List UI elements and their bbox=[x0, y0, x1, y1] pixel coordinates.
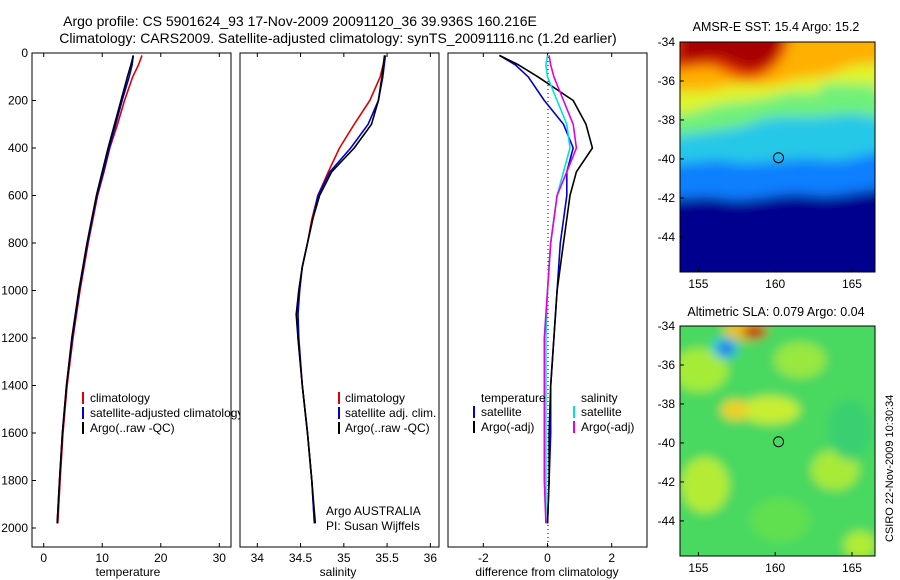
x-tick-label: -2 bbox=[478, 551, 489, 565]
figure-title-line2: Climatology: CARS2009. Satellite-adjuste… bbox=[59, 30, 616, 46]
temperature-legend: climatology satellite-adjusted climatolo… bbox=[82, 391, 243, 435]
legend-label-satellite: satellite-adjusted climatology bbox=[90, 406, 243, 420]
map-x-tick-label: 160 bbox=[765, 561, 785, 575]
y-tick-label: 200 bbox=[8, 94, 28, 108]
x-tick-label: 36 bbox=[424, 551, 438, 565]
map-x-tick-label: 165 bbox=[842, 561, 862, 575]
map-y-tick-label: -40 bbox=[658, 436, 676, 450]
salinity-legend: climatology satellite adj. clim. Argo(..… bbox=[338, 391, 436, 435]
legend-label-satellite: satellite adj. clim. bbox=[345, 406, 436, 420]
sst-field bbox=[680, 42, 875, 272]
difference-panel: -2 0 2 difference from climatology tempera… bbox=[447, 52, 648, 579]
map-y-tick-label: -34 bbox=[658, 319, 676, 333]
y-tick-label: 800 bbox=[8, 236, 28, 250]
x-tick-label: 35 bbox=[337, 551, 351, 565]
depth-ticks: 0 200 400 600 800 1000 1200 1400 1600 1800 2000 bbox=[1, 46, 36, 535]
y-tick-label: 0 bbox=[21, 46, 28, 60]
x-tick-label: 20 bbox=[154, 551, 168, 565]
argo-location-marker bbox=[773, 152, 785, 164]
series-line-salinity-argo-adj- bbox=[543, 55, 578, 524]
sst-map-panel: AMSR-E SST: 15.4 Argo: 15.2 155 160 165 -34… bbox=[658, 20, 876, 291]
sst-map-ticks: 155 160 165 -34 -36 -38 -40 -42 -44 bbox=[658, 35, 863, 291]
x-tick-label: 0 bbox=[40, 551, 47, 565]
map-y-tick-label: -44 bbox=[658, 514, 676, 528]
temperature-xlabel: temperature bbox=[96, 565, 161, 579]
legend-label-climatology: climatology bbox=[345, 391, 405, 405]
legend-label-sal-satellite: satellite bbox=[581, 405, 622, 419]
temperature-axes-box bbox=[31, 52, 232, 548]
difference-lines bbox=[498, 54, 594, 524]
legend-label-temp-satellite: satellite bbox=[481, 405, 522, 419]
x-tick-label: 34.5 bbox=[289, 551, 313, 565]
legend-title-salinity: salinity bbox=[581, 391, 618, 405]
csiro-timestamp: CSIRO 22-Nov-2009 10:30:34 bbox=[884, 395, 896, 542]
legend-label-sal-argo: Argo(-adj) bbox=[581, 420, 634, 434]
map-y-tick-label: -36 bbox=[658, 358, 676, 372]
x-tick-label: 35.5 bbox=[375, 551, 399, 565]
x-tick-label: 10 bbox=[96, 551, 110, 565]
sst-map-frame bbox=[679, 41, 876, 273]
legend-title-temperature: temperature bbox=[481, 391, 546, 405]
difference-xlabel: difference from climatology bbox=[475, 565, 618, 579]
sla-map-frame bbox=[679, 325, 876, 557]
map-x-tick-label: 155 bbox=[688, 561, 708, 575]
series-line-argo-raw-qc- bbox=[295, 55, 386, 524]
map-y-tick-label: -40 bbox=[658, 152, 676, 166]
map-y-tick-label: -44 bbox=[658, 230, 676, 244]
salinity-axes-box bbox=[239, 52, 440, 548]
map-x-tick-label: 160 bbox=[765, 277, 785, 291]
map-y-tick-label: -42 bbox=[658, 475, 676, 489]
argo-program-label: Argo AUSTRALIA bbox=[326, 504, 421, 518]
series-line-argo-raw-qc- bbox=[56, 55, 135, 524]
salinity-x-ticks: 34 34.5 35 35.5 36 bbox=[251, 53, 438, 565]
map-y-tick-label: -38 bbox=[658, 113, 676, 127]
legend-label-argo: Argo(..raw -QC) bbox=[345, 421, 430, 435]
y-tick-label: 1000 bbox=[1, 284, 28, 298]
sla-map-ticks: 155 160 165 -34 -36 -38 -40 -42 -44 bbox=[658, 319, 863, 575]
y-tick-label: 400 bbox=[8, 141, 28, 155]
temperature-panel: 0 200 400 600 800 1000 1200 1400 1600 1800 2000 0 1… bbox=[1, 46, 243, 579]
series-line-temperature-argo-adj- bbox=[499, 54, 594, 524]
temperature-lines bbox=[56, 55, 143, 524]
legend-label-climatology: climatology bbox=[90, 391, 150, 405]
sla-field bbox=[680, 326, 875, 556]
sla-map-panel: Altimetric SLA: 0.079 Argo: 0.04 155 160 1… bbox=[658, 305, 876, 575]
x-tick-label: 30 bbox=[213, 551, 227, 565]
map-y-tick-label: -38 bbox=[658, 397, 676, 411]
y-tick-label: 2000 bbox=[1, 521, 28, 535]
y-tick-label: 600 bbox=[8, 189, 28, 203]
x-tick-label: 34 bbox=[251, 551, 265, 565]
map-x-tick-label: 165 bbox=[842, 277, 862, 291]
map-y-tick-label: -34 bbox=[658, 35, 676, 49]
sst-map-title: AMSR-E SST: 15.4 Argo: 15.2 bbox=[693, 20, 860, 34]
map-y-tick-label: -42 bbox=[658, 191, 676, 205]
map-y-tick-label: -36 bbox=[658, 74, 676, 88]
y-tick-label: 1400 bbox=[1, 379, 28, 393]
series-line-temperature-satellite bbox=[498, 54, 575, 524]
salinity-panel: 34 34.5 35 35.5 36 salinity climatology sate… bbox=[239, 52, 440, 579]
difference-legend: temperature salinity satellite Argo(-adj… bbox=[473, 391, 634, 434]
x-tick-label: 2 bbox=[608, 551, 615, 565]
salinity-xlabel: salinity bbox=[320, 565, 357, 579]
temperature-x-ticks: 0 10 20 30 bbox=[40, 53, 226, 565]
y-tick-label: 1200 bbox=[1, 331, 28, 345]
map-x-tick-label: 155 bbox=[688, 277, 708, 291]
x-tick-label: 0 bbox=[544, 551, 551, 565]
y-tick-label: 1600 bbox=[1, 426, 28, 440]
legend-label-temp-argo: Argo(-adj) bbox=[481, 420, 534, 434]
pi-label: PI: Susan Wijffels bbox=[326, 519, 420, 533]
figure-title-line1: Argo profile: CS 5901624_93 17-Nov-2009 … bbox=[63, 13, 537, 29]
argo-location-marker bbox=[773, 436, 785, 448]
sla-map-title: Altimetric SLA: 0.079 Argo: 0.04 bbox=[687, 305, 864, 319]
salinity-lines bbox=[295, 55, 387, 524]
legend-label-argo: Argo(..raw -QC) bbox=[90, 421, 175, 435]
y-tick-label: 1800 bbox=[1, 474, 28, 488]
